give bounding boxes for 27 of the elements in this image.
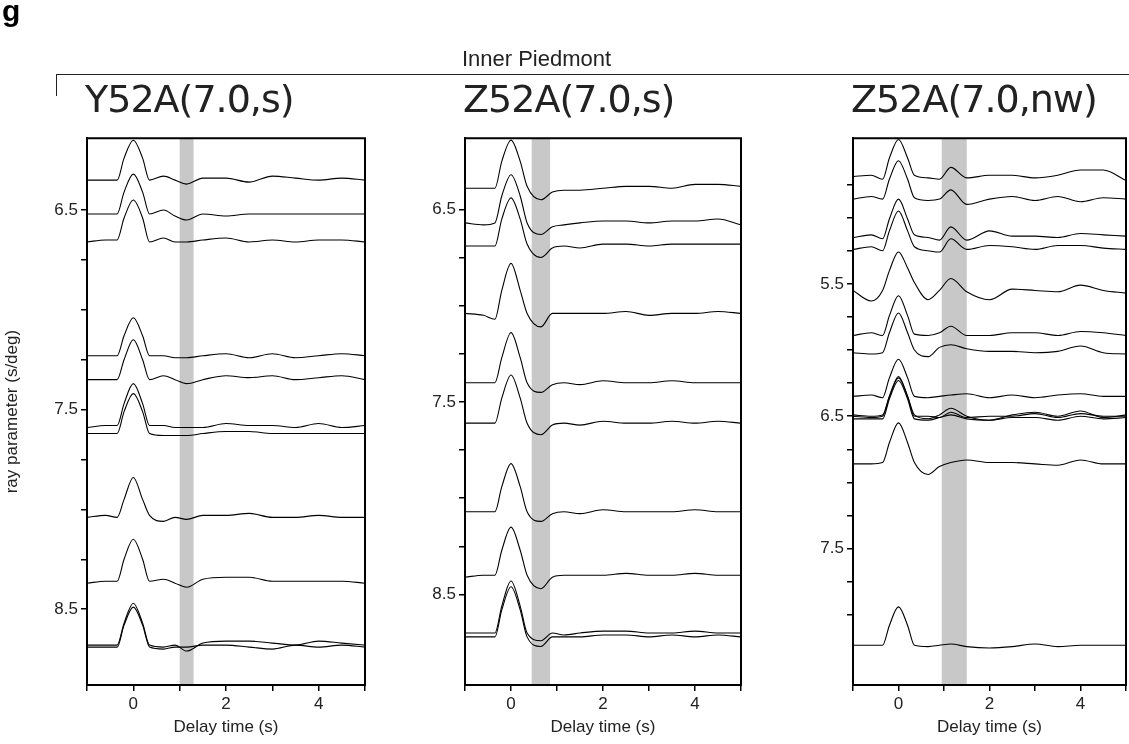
y-tick-label: 8.5 xyxy=(432,584,456,604)
x-axis-title: Delay time (s) xyxy=(937,717,1042,737)
x-tick-label: 0 xyxy=(893,693,904,713)
chart-title: Z52A(7.0,nw) xyxy=(851,77,1097,121)
x-tick-label: 0 xyxy=(506,693,516,713)
y-tick-label: 5.5 xyxy=(820,273,844,293)
text: Inner Piedmont xyxy=(460,46,613,72)
y-tick-label: 8.5 xyxy=(54,598,78,618)
chart-title: Y52A(7.0,s) xyxy=(85,77,294,121)
y-tick-label: 7.5 xyxy=(820,538,844,558)
x-axis-title: Delay time (s) xyxy=(550,717,656,737)
x-tick-label: 4 xyxy=(1075,693,1086,713)
y-tick-label: 7.5 xyxy=(432,391,456,411)
chart-title: Z52A(7.0,s) xyxy=(463,77,675,121)
y-tick-label: 6.5 xyxy=(820,405,844,425)
x-tick-label: 2 xyxy=(598,693,608,713)
x-tick-label: 0 xyxy=(128,693,139,713)
y-tick-label: 6.5 xyxy=(54,199,78,219)
x-tick-label: 2 xyxy=(221,693,231,713)
x-tick-label: 2 xyxy=(984,693,995,713)
y-axis-title: ray parameter (s/deg) xyxy=(1,329,21,494)
x-tick-label: 4 xyxy=(313,693,324,713)
x-axis-title: Delay time (s) xyxy=(173,717,279,737)
x-tick-label: 4 xyxy=(690,693,700,713)
text: g xyxy=(2,0,21,28)
y-tick-label: 7.5 xyxy=(54,399,78,419)
y-tick-label: 6.5 xyxy=(432,199,456,219)
